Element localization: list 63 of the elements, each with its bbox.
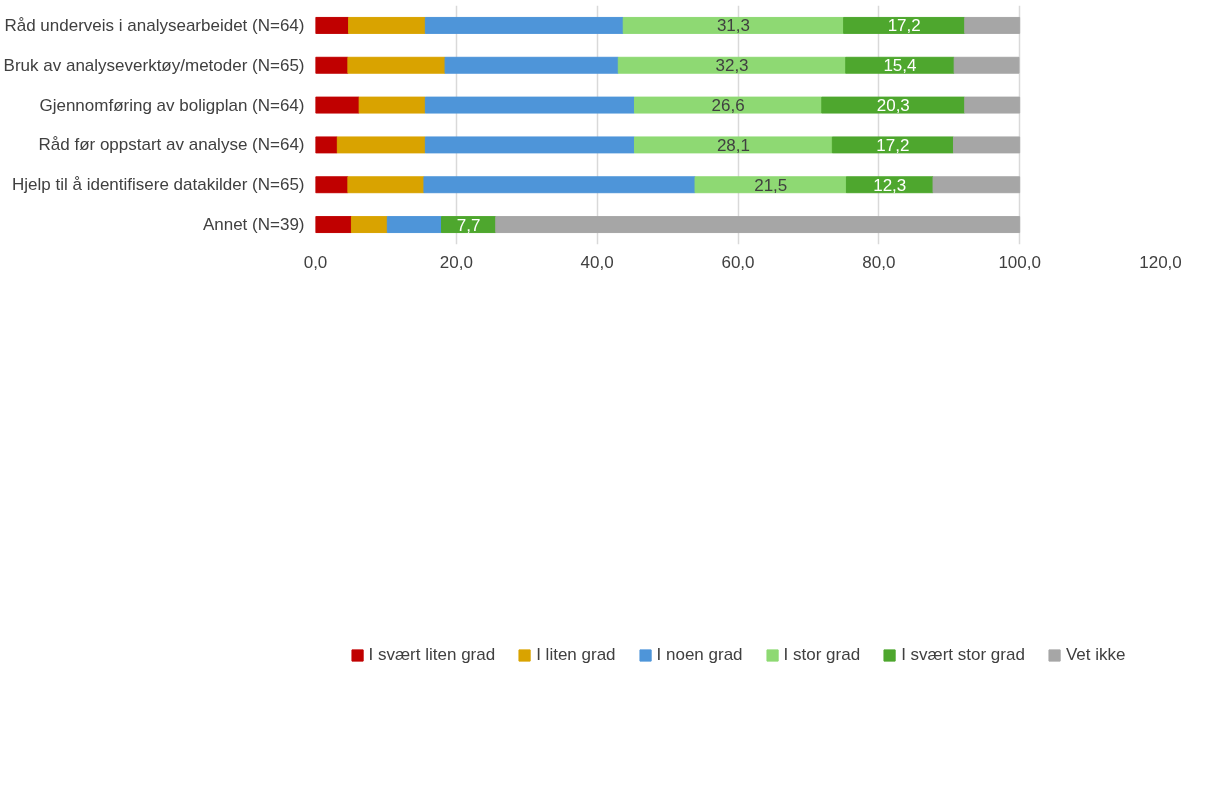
bar [617,56,847,74]
bar [622,16,845,34]
bar [315,216,352,234]
y-tick-label: Hjelp til å identifisere datakilder (N=65) [12,175,305,195]
bar [386,216,443,234]
data-label: 21,5 [754,175,788,195]
bar [424,16,624,34]
data-label: 31,3 [716,16,750,36]
legend-label: I stor grad [783,645,861,665]
bar [358,96,426,114]
y-tick-label: Annet (N=39) [202,215,305,235]
bar [350,216,388,234]
bar [821,96,966,114]
bar [495,216,1021,234]
data-label: 32,3 [715,56,749,76]
y-tick-label: Råd før oppstart av analyse (N=64) [38,135,305,155]
bar [953,56,1020,74]
bar [444,56,619,74]
bar [336,136,426,154]
bar [315,56,349,74]
bar [424,96,635,114]
bar [315,96,360,114]
data-label: 7,7 [456,215,481,235]
legend-label: I svært liten grad [368,645,496,665]
bar [347,176,425,194]
x-tick-label: 60,0 [721,252,755,272]
bar [423,176,696,194]
bar [315,136,338,154]
data-label: 15,4 [883,56,917,76]
x-tick-label: 120,0 [1139,252,1182,272]
x-tick-label: 80,0 [862,252,896,272]
x-tick-label: 100,0 [998,252,1041,272]
bar [441,216,497,234]
data-label: 28,1 [716,135,750,155]
bar [843,16,966,34]
legend-label: I noen grad [656,645,743,665]
bar [633,96,823,114]
bar [347,56,446,74]
x-tick-label: 40,0 [580,252,614,272]
y-tick-label: Bruk av analyseverktøy/metoder (N=65) [3,55,305,75]
data-label: 26,6 [711,96,745,116]
bar [424,136,635,154]
legend-label: I liten grad [536,645,616,665]
y-tick-label: Gjennomføring av boligplan (N=64) [39,95,305,115]
data-label: 20,3 [876,96,910,116]
legend-label: Vet ikke [1065,645,1126,665]
bar [932,176,1021,194]
bar [964,96,1021,114]
data-label: 17,2 [887,16,921,36]
bar [348,16,426,34]
y-tick-label: Råd underveis i analysearbeidet (N=64) [4,15,305,35]
data-label: 17,2 [876,135,910,155]
bar [694,176,847,194]
x-tick-label: 0,0 [303,252,328,272]
bar [964,16,1021,34]
data-label: 12,3 [873,175,907,195]
bar [315,176,349,194]
bar [952,136,1021,154]
x-tick-label: 20,0 [439,252,473,272]
legend-label: I svært stor grad [901,645,1025,665]
bar [831,136,954,154]
bar [633,136,833,154]
bar [315,16,350,34]
